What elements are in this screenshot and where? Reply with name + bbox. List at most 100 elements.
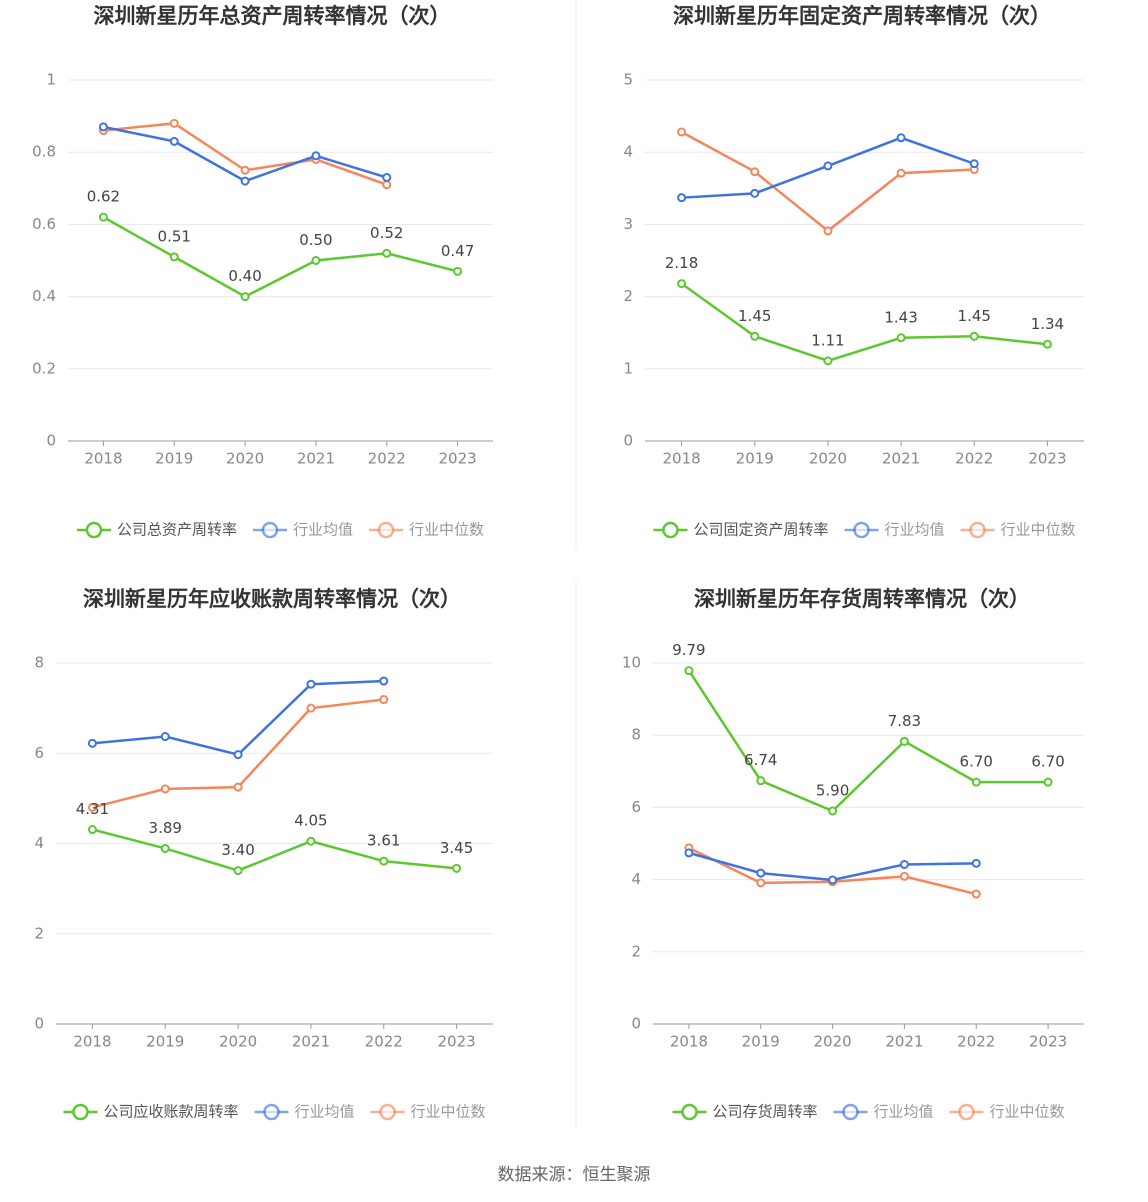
data-label: 6.70 — [960, 753, 993, 771]
legend-marker — [662, 521, 679, 539]
point — [971, 777, 981, 787]
legend-label: 行业中位数 — [1001, 521, 1076, 539]
point — [306, 679, 316, 689]
data-label: 6.70 — [1031, 753, 1064, 771]
y-tick-label: 1 — [46, 71, 56, 89]
point — [899, 859, 909, 869]
data-label: 1.45 — [738, 307, 771, 325]
point — [311, 151, 321, 161]
data-label: 5.90 — [816, 782, 849, 800]
point — [971, 858, 981, 868]
point — [969, 331, 979, 341]
y-tick-label: 6 — [34, 744, 44, 762]
legend-marker — [958, 1103, 975, 1121]
point — [98, 122, 108, 132]
x-tick-label: 2019 — [155, 450, 193, 468]
x-tick-label: 2023 — [1028, 450, 1066, 468]
chart-title: 深圳新星历年存货周转率情况（次） — [694, 587, 1030, 611]
x-tick-label: 2018 — [670, 1033, 708, 1051]
x-tick-label: 2023 — [1029, 1033, 1067, 1051]
point — [160, 732, 170, 742]
y-tick-label: 0 — [631, 1015, 641, 1033]
series-line — [92, 679, 384, 756]
legend: 公司总资产周转率 行业均值 行业中位数 — [76, 521, 484, 539]
point — [240, 165, 250, 175]
point — [969, 159, 979, 169]
legend: 公司存货周转率 行业均值 行业中位数 — [672, 1103, 1065, 1121]
y-tick-label: 2 — [34, 924, 44, 942]
legend-marker — [263, 1103, 280, 1121]
legend-marker — [261, 521, 279, 539]
point — [1042, 339, 1052, 349]
point — [828, 875, 838, 885]
data-label: 1.34 — [1031, 315, 1064, 333]
chart-title: 深圳新星历年应收账款周转率情况（次） — [83, 587, 461, 611]
point — [828, 806, 838, 816]
point — [87, 738, 97, 748]
point — [169, 252, 179, 262]
x-tick-label: 2018 — [662, 450, 700, 468]
data-label: 3.40 — [221, 841, 254, 859]
legend-label: 公司固定资产周转率 — [693, 521, 828, 539]
legend-marker — [85, 521, 103, 539]
legend-label: 公司存货周转率 — [712, 1103, 817, 1121]
series-line — [92, 828, 457, 872]
data-label: 0.50 — [299, 231, 332, 249]
series-line — [680, 282, 1048, 363]
x-tick-label: 2022 — [957, 1033, 995, 1051]
legend-marker — [853, 521, 870, 539]
y-tick-label: 5 — [623, 71, 633, 89]
point — [750, 188, 760, 198]
series-line — [102, 216, 458, 299]
point — [1043, 777, 1053, 787]
x-tick-label: 2019 — [736, 450, 774, 468]
y-tick-label: 0.4 — [32, 287, 56, 305]
x-tick-label: 2020 — [226, 450, 264, 468]
y-tick-label: 0.6 — [32, 215, 56, 233]
x-tick-label: 2021 — [292, 1033, 330, 1051]
data-label: 1.11 — [811, 331, 844, 349]
data-label: 0.47 — [441, 242, 474, 260]
y-tick-label: 0 — [46, 432, 56, 450]
point — [169, 136, 179, 146]
legend-label: 行业均值 — [293, 521, 353, 539]
point — [379, 695, 389, 705]
legend-marker — [681, 1103, 698, 1121]
y-tick-label: 2 — [631, 942, 641, 960]
y-tick-label: 0.8 — [32, 143, 56, 161]
data-label: 9.79 — [672, 641, 705, 659]
legend-label: 行业均值 — [873, 1103, 933, 1121]
point — [240, 292, 250, 302]
y-tick-label: 8 — [34, 654, 44, 672]
point — [382, 180, 392, 190]
point — [160, 843, 170, 853]
x-tick-label: 2021 — [297, 450, 335, 468]
point — [453, 266, 463, 276]
point — [98, 212, 108, 222]
y-tick-label: 4 — [623, 143, 633, 161]
data-label: 1.43 — [884, 308, 917, 326]
point — [750, 331, 760, 341]
y-tick-label: 2 — [623, 287, 633, 305]
x-tick-label: 2019 — [146, 1033, 184, 1051]
point — [233, 782, 243, 792]
point — [823, 161, 833, 171]
point — [896, 333, 906, 343]
x-tick-label: 2022 — [955, 450, 993, 468]
legend: 公司应收账款周转率 行业均值 行业中位数 — [63, 1103, 486, 1121]
point — [382, 248, 392, 258]
data-label: 4.31 — [76, 800, 109, 818]
x-tick-label: 2022 — [365, 1033, 403, 1051]
point — [233, 866, 243, 876]
point — [899, 736, 909, 746]
x-tick-label: 2023 — [437, 1033, 475, 1051]
point — [233, 750, 243, 760]
data-label: 4.05 — [294, 812, 327, 830]
data-label: 2.18 — [665, 254, 698, 272]
legend-label: 行业中位数 — [409, 521, 484, 539]
point — [756, 868, 766, 878]
point — [452, 863, 462, 873]
point — [684, 848, 694, 858]
legend-marker — [842, 1103, 859, 1121]
